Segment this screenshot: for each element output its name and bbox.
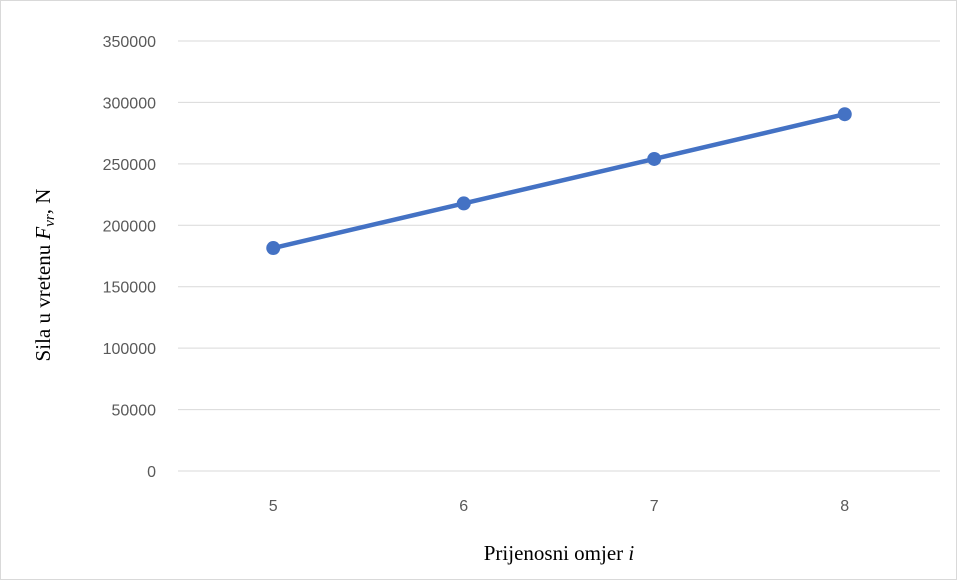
y-tick-label: 0 bbox=[147, 464, 156, 481]
y-axis-title-subscript: vr bbox=[42, 214, 58, 227]
y-axis-tick-labels: 0 50000 100000 150000 200000 250000 300000 3500… bbox=[103, 34, 156, 481]
data-point bbox=[266, 241, 281, 256]
y-axis-title-text: Sila u vretenu bbox=[31, 240, 55, 362]
y-axis-title-suffix: , N bbox=[31, 189, 55, 215]
y-tick-label: 250000 bbox=[103, 157, 156, 174]
x-axis-title-variable: i bbox=[628, 541, 634, 565]
x-axis-tick-labels: 5 6 7 8 bbox=[269, 498, 850, 515]
y-tick-label: 300000 bbox=[103, 95, 156, 112]
y-tick-label: 100000 bbox=[103, 341, 156, 358]
gridlines bbox=[178, 40, 940, 472]
data-point bbox=[456, 196, 471, 211]
series-group bbox=[266, 107, 852, 256]
y-tick-label: 200000 bbox=[103, 218, 156, 235]
series-line bbox=[271, 111, 847, 251]
y-tick-label: 350000 bbox=[103, 34, 156, 51]
x-tick-label: 5 bbox=[269, 498, 278, 515]
x-tick-label: 8 bbox=[840, 498, 849, 515]
y-tick-label: 150000 bbox=[103, 280, 156, 297]
y-axis-title: Sila u vretenu Fvr, N bbox=[31, 189, 58, 362]
y-tick-label: 50000 bbox=[112, 403, 157, 420]
x-tick-label: 6 bbox=[459, 498, 468, 515]
x-axis-title-text: Prijenosni omjer bbox=[484, 541, 629, 565]
data-point bbox=[647, 151, 662, 166]
data-point bbox=[837, 107, 852, 122]
y-axis-title-variable: F bbox=[31, 227, 55, 241]
x-tick-label: 7 bbox=[650, 498, 659, 515]
x-axis-title: Prijenosni omjer i bbox=[484, 541, 635, 565]
